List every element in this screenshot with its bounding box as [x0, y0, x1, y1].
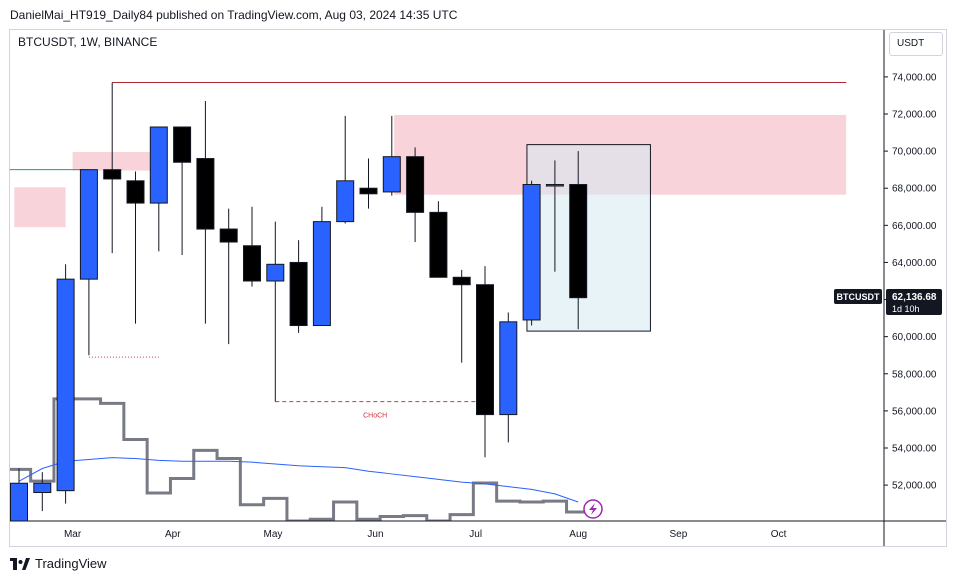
bull-candle-body — [522, 184, 541, 321]
candle[interactable] — [359, 158, 378, 209]
candle[interactable] — [126, 171, 145, 324]
y-tick-label: 58,000.00 — [892, 369, 937, 380]
candle[interactable] — [545, 160, 564, 272]
candle[interactable] — [196, 101, 215, 324]
bull-candle-body — [499, 321, 518, 416]
supply-zone — [14, 187, 66, 228]
candle[interactable] — [219, 208, 238, 345]
x-axis-layer: Mar Apr May Jun Jul Aug Sep Oct — [10, 520, 946, 540]
choch-label: CHoCH — [363, 413, 387, 420]
bear-candle-body — [429, 211, 448, 278]
bull-candle-body — [382, 156, 401, 193]
candle[interactable] — [336, 115, 355, 224]
candle[interactable] — [56, 264, 75, 504]
volume-layer — [10, 397, 590, 521]
x-tick-label: Jul — [469, 529, 482, 540]
bear-candle-body — [452, 276, 471, 286]
candle[interactable] — [173, 126, 192, 256]
bull-candle-body — [312, 221, 331, 327]
symbol-tag-bg — [834, 289, 882, 305]
bear-candle-body — [219, 228, 238, 243]
y-tick-label: 52,000.00 — [892, 481, 937, 492]
y-tick-label: 60,000.00 — [892, 332, 937, 343]
price-tag-bg — [886, 289, 942, 316]
candle[interactable] — [569, 151, 588, 330]
levels-layer: CHoCH — [10, 81, 847, 420]
y-tick-label: 66,000.00 — [892, 221, 937, 232]
y-tick-label: 54,000.00 — [892, 443, 937, 454]
bull-candle-body — [79, 169, 98, 280]
lightning-icon[interactable] — [583, 499, 603, 519]
candle[interactable] — [429, 201, 448, 278]
candle[interactable] — [79, 169, 98, 356]
bull-candle-body — [33, 482, 52, 494]
bull-candle-body — [336, 180, 355, 223]
tradingview-logo-icon — [10, 557, 30, 570]
volume-line — [10, 397, 590, 521]
candle[interactable] — [406, 147, 425, 243]
bear-candle-body — [569, 184, 588, 299]
currency-button[interactable]: USDT — [889, 32, 943, 56]
footer-brand-label: TradingView — [35, 556, 107, 571]
bear-candle-body — [406, 156, 425, 213]
bear-candle-body — [243, 245, 261, 282]
candle[interactable] — [312, 206, 331, 327]
candle[interactable] — [266, 221, 285, 402]
bull-candle-body — [56, 278, 75, 492]
symbol-label: BTCUSDT, 1W, BINANCE — [18, 35, 158, 49]
candle[interactable] — [33, 472, 52, 512]
y-tick-label: 74,000.00 — [892, 72, 937, 83]
chart-frame — [9, 29, 947, 547]
y-tick-label: 64,000.00 — [892, 258, 937, 269]
x-tick-label: May — [264, 529, 283, 540]
candle[interactable] — [243, 206, 261, 287]
candle[interactable] — [382, 115, 401, 196]
candle[interactable] — [103, 82, 122, 254]
candle[interactable] — [149, 126, 168, 252]
footer-brand[interactable]: TradingView — [10, 556, 107, 571]
bear-candle-body — [476, 284, 494, 416]
bear-candle-body — [126, 180, 145, 204]
x-tick-label: Mar — [64, 529, 82, 540]
price-tag-value: 62,136.68 — [892, 292, 937, 303]
price-tag-countdown: 1d 10h — [892, 304, 920, 314]
publisher-line: DanielMai_HT919_Daily84 published on Tra… — [10, 8, 458, 22]
candle[interactable] — [452, 269, 471, 363]
volume-ma-line — [18, 457, 579, 503]
bull-candle-body — [266, 263, 285, 282]
y-tick-label: 72,000.00 — [892, 110, 937, 121]
x-tick-label: Jun — [367, 529, 383, 540]
bull-candle-body — [10, 482, 28, 521]
zones-layer — [14, 114, 847, 332]
bear-candle-body — [289, 261, 308, 327]
y-tick-label: 70,000.00 — [892, 147, 937, 158]
candle[interactable] — [522, 180, 541, 326]
candle[interactable] — [289, 240, 308, 333]
candle[interactable] — [476, 266, 494, 458]
bear-candle-body — [196, 158, 215, 230]
bear-candle-body — [103, 169, 122, 180]
y-tick-label: 68,000.00 — [892, 184, 937, 195]
range-box — [526, 144, 651, 332]
bull-candle-body — [545, 184, 564, 187]
bear-candle-body — [359, 187, 378, 195]
candle[interactable] — [499, 312, 518, 443]
x-tick-label: Aug — [569, 529, 587, 540]
supply-zone — [72, 152, 155, 171]
axis-layer: 74,000.00 72,000.00 70,000.00 68,000.00 66,0… — [883, 30, 937, 546]
candles-layer — [10, 82, 588, 521]
symbol-tag-label: BTCUSDT — [837, 292, 880, 302]
lightning-icon-bolt — [589, 503, 597, 515]
y-tick-label: 56,000.00 — [892, 406, 937, 417]
x-tick-label: Sep — [669, 529, 687, 540]
bear-candle-body — [173, 126, 192, 163]
bull-candle-body — [149, 126, 168, 204]
x-tick-label: Oct — [771, 529, 787, 540]
x-tick-label: Apr — [165, 529, 181, 540]
